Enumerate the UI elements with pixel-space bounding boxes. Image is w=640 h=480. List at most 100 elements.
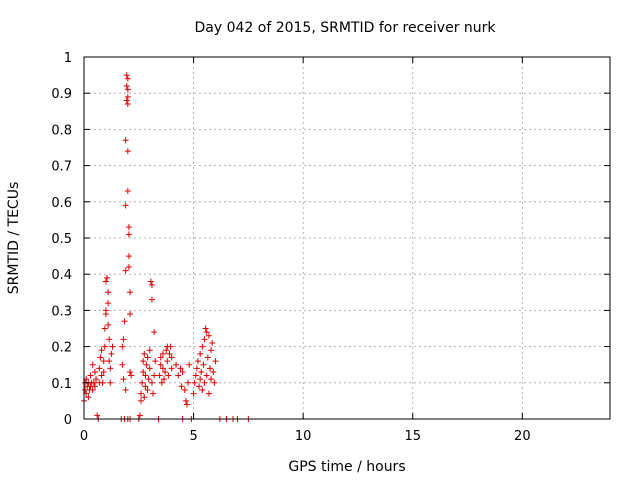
- y-tick-label: 0.3: [51, 304, 72, 319]
- data-point: [99, 379, 106, 386]
- data-point: [192, 372, 199, 379]
- data-point: [164, 358, 171, 365]
- data-point: [196, 383, 203, 390]
- data-point: [85, 394, 92, 401]
- data-point: [120, 336, 127, 343]
- data-point: [211, 379, 218, 386]
- data-point: [165, 372, 172, 379]
- data-point: [100, 358, 107, 365]
- data-point: [203, 329, 210, 336]
- data-point: [182, 397, 189, 404]
- data-point: [157, 354, 164, 361]
- data-point: [205, 390, 212, 397]
- axis-ticks: 0 5 10 15 20 0 0.1 0.2 0.3 0.4 0.5 0.6 0.7 0.8 0.9 1: [51, 51, 610, 444]
- y-tick-label: 0.1: [51, 377, 72, 392]
- data-point: [141, 350, 148, 357]
- data-point: [119, 343, 126, 350]
- data-point: [124, 101, 131, 108]
- data-point: [157, 361, 164, 368]
- data-point: [184, 401, 191, 408]
- data-point: [142, 383, 149, 390]
- data-point: [200, 361, 207, 368]
- data-point: [144, 387, 151, 394]
- data-point: [119, 361, 126, 368]
- data-point: [124, 187, 131, 194]
- x-tick-label: 5: [189, 429, 197, 444]
- data-point: [125, 263, 132, 270]
- data-point: [105, 300, 112, 307]
- data-point: [166, 350, 173, 357]
- data-point: [210, 368, 217, 375]
- data-points: [81, 72, 252, 422]
- data-point: [197, 376, 204, 383]
- data-point: [105, 321, 112, 328]
- data-point: [102, 278, 109, 285]
- data-point: [87, 372, 94, 379]
- data-point: [208, 376, 215, 383]
- data-point: [89, 387, 96, 394]
- data-point: [125, 253, 132, 260]
- data-point: [168, 354, 175, 361]
- data-point: [142, 372, 149, 379]
- data-point: [107, 365, 114, 372]
- data-point: [177, 365, 184, 372]
- data-point: [205, 332, 212, 339]
- data-point: [97, 354, 104, 361]
- data-point: [145, 376, 152, 383]
- data-point: [147, 278, 154, 285]
- data-point: [122, 387, 129, 394]
- y-tick-label: 0.5: [51, 232, 72, 247]
- data-point: [148, 379, 155, 386]
- y-tick-label: 0.2: [51, 341, 72, 356]
- data-point: [143, 361, 150, 368]
- data-point: [109, 343, 116, 350]
- data-point: [146, 347, 153, 354]
- data-point: [140, 358, 147, 365]
- data-point: [178, 383, 185, 390]
- data-point: [127, 368, 134, 375]
- data-point: [121, 318, 128, 325]
- data-point: [179, 368, 186, 375]
- data-point: [98, 372, 105, 379]
- data-point: [152, 358, 159, 365]
- data-point: [136, 412, 143, 419]
- data-point: [186, 361, 193, 368]
- data-point: [167, 343, 174, 350]
- data-point: [150, 390, 157, 397]
- data-point: [122, 267, 129, 274]
- data-point: [98, 347, 105, 354]
- data-point: [208, 347, 215, 354]
- data-point: [122, 137, 129, 144]
- data-point: [106, 336, 113, 343]
- data-point: [144, 354, 151, 361]
- data-point: [148, 296, 155, 303]
- x-tick-label: 15: [404, 429, 421, 444]
- y-tick-label: 0: [64, 413, 72, 428]
- data-point: [96, 365, 103, 372]
- data-point: [127, 311, 134, 318]
- data-point: [151, 329, 158, 336]
- data-point: [124, 86, 131, 93]
- data-point: [124, 75, 131, 82]
- data-point: [104, 274, 111, 281]
- x-tick-label: 20: [514, 429, 531, 444]
- data-point: [199, 387, 206, 394]
- data-point: [120, 376, 127, 383]
- data-point: [162, 368, 169, 375]
- data-point: [125, 231, 132, 238]
- data-point: [158, 379, 165, 386]
- data-point: [197, 350, 204, 357]
- x-tick-label: 10: [295, 429, 312, 444]
- x-axis-label: GPS time / hours: [288, 459, 405, 475]
- data-point: [108, 350, 115, 357]
- data-point: [123, 72, 130, 79]
- data-point: [123, 82, 130, 89]
- data-point: [191, 379, 198, 386]
- chart-title: Day 042 of 2015, SRMTID for receiver nur…: [194, 20, 496, 36]
- data-point: [125, 224, 132, 231]
- data-point: [148, 282, 155, 289]
- data-point: [203, 372, 210, 379]
- y-tick-label: 0.6: [51, 196, 72, 211]
- data-point: [122, 202, 129, 209]
- data-point: [139, 379, 146, 386]
